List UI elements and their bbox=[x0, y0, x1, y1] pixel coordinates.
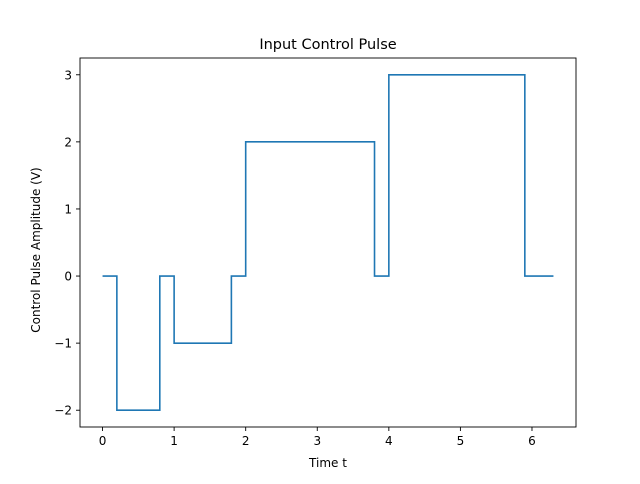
x-tick-label-6: 6 bbox=[528, 434, 536, 448]
x-tick-label-0: 0 bbox=[99, 434, 107, 448]
x-tick-label-4: 4 bbox=[385, 434, 393, 448]
x-tick-label-2: 2 bbox=[242, 434, 250, 448]
chart-title: Input Control Pulse bbox=[259, 37, 396, 53]
y-tick-label-2: 0 bbox=[64, 270, 72, 284]
y-axis-label: Control Pulse Amplitude (V) bbox=[29, 167, 43, 333]
y-tick-label-4: 2 bbox=[64, 135, 72, 149]
plot-frame bbox=[79, 57, 577, 428]
y-tick-label-0: −2 bbox=[54, 404, 72, 418]
series-line-0 bbox=[102, 73, 554, 412]
x-tick-label-1: 1 bbox=[170, 434, 178, 448]
x-tick-label-5: 5 bbox=[457, 434, 465, 448]
y-tick-label-3: 1 bbox=[64, 202, 72, 216]
x-tick-label-3: 3 bbox=[313, 434, 321, 448]
x-axis-label: Time t bbox=[308, 456, 347, 470]
y-tick-label-1: −1 bbox=[54, 337, 72, 351]
y-tick-label-5: 3 bbox=[64, 68, 72, 82]
axes: 0 1 2 3 4 5 6 −2 −1 0 1 2 3 bbox=[54, 57, 577, 448]
